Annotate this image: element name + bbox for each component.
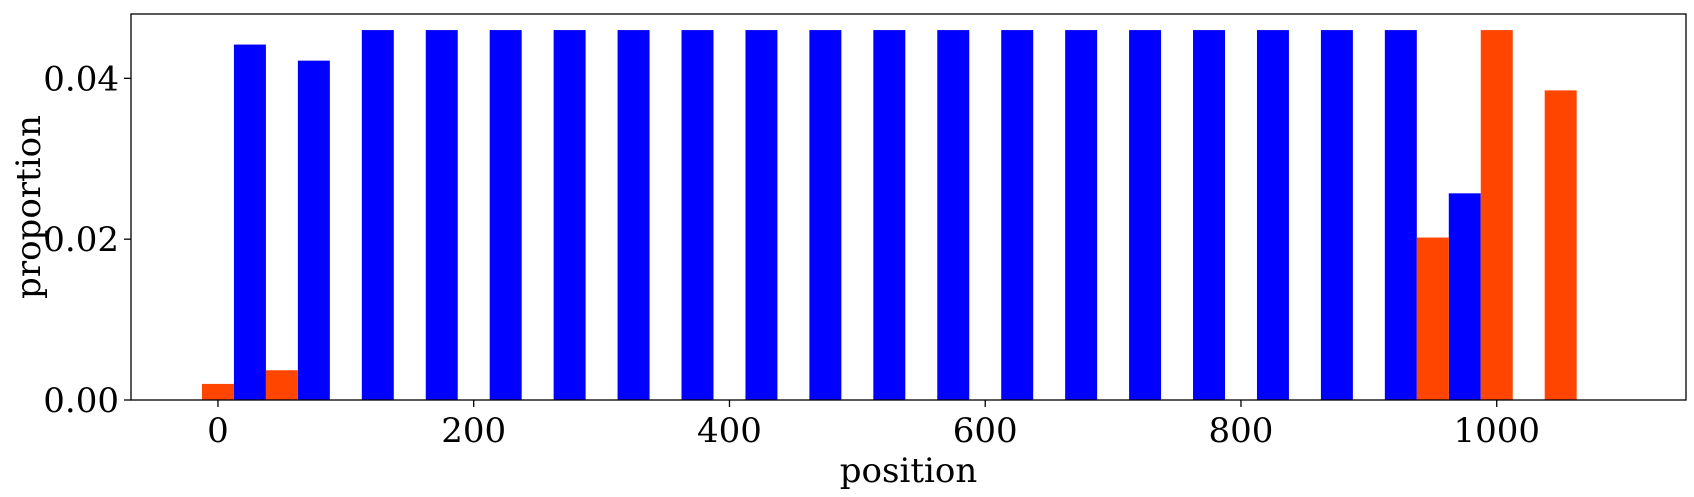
bar-series1-25 — [233, 44, 266, 400]
bar-series1-725 — [1129, 30, 1162, 400]
bar-series1-625 — [1001, 30, 1034, 400]
x-tick-label: 200 — [441, 411, 506, 451]
bar-series1-575 — [937, 30, 970, 400]
bar-series1-825 — [1256, 30, 1289, 400]
y-axis-label: proportion — [9, 115, 49, 299]
plot-frame — [130, 13, 1687, 401]
bar-series2-950 — [1416, 237, 1449, 400]
y-axis-ticks: 0.00 0.02 0.04 — [43, 59, 131, 421]
bar-series2-50 — [265, 370, 298, 400]
x-tick-label: 400 — [697, 411, 762, 451]
bar-series1-75 — [297, 60, 330, 401]
bar-series1-925 — [1384, 30, 1417, 400]
x-axis-ticks: 0 200 400 600 800 1000 — [207, 400, 1540, 451]
bar-series1-875 — [1320, 30, 1353, 400]
x-axis-label: position — [840, 451, 977, 491]
bar-series1-225 — [489, 30, 522, 400]
y-tick-label: 0.04 — [43, 59, 119, 99]
bar-series1-375 — [681, 30, 714, 400]
bar-series1-675 — [1065, 30, 1098, 400]
x-tick-label: 0 — [207, 411, 229, 451]
x-tick-label: 800 — [1209, 411, 1274, 451]
bar-series1-475 — [809, 30, 842, 400]
bar-series1-425 — [745, 30, 778, 400]
bar-series1-775 — [1193, 30, 1225, 400]
x-tick-label: 600 — [953, 411, 1018, 451]
bar-series1-525 — [873, 30, 906, 400]
bar-series1-975 — [1448, 193, 1481, 400]
y-tick-label: 0.00 — [43, 381, 119, 421]
y-tick-label: 0.02 — [43, 220, 119, 260]
bar-series1-125 — [361, 30, 394, 400]
bar-series2-0 — [201, 383, 234, 400]
bars-layer — [201, 30, 1577, 401]
bar-series1-325 — [617, 30, 650, 400]
bar-series1-175 — [425, 30, 458, 400]
x-tick-label: 1000 — [1453, 411, 1540, 451]
bar-series2-1050 — [1544, 90, 1577, 400]
bar-series1-275 — [553, 30, 586, 400]
bar-series2-1000 — [1480, 30, 1513, 400]
